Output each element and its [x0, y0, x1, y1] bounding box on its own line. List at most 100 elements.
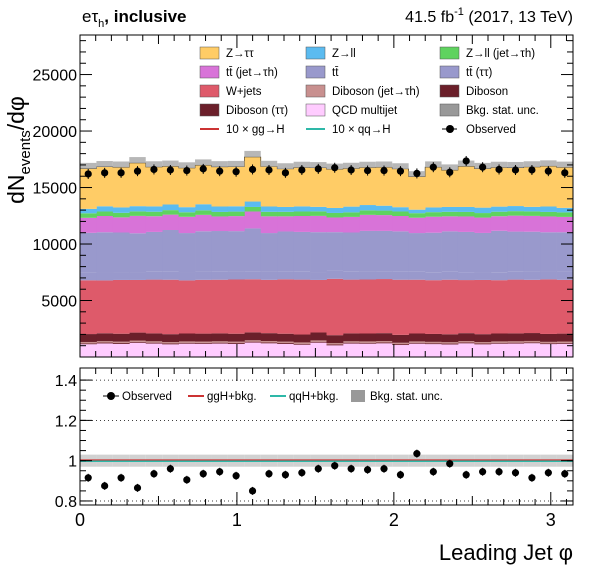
bar-tt [540, 271, 557, 280]
bar-diboson-jet-h [244, 340, 262, 342]
bar-diboson [375, 342, 393, 344]
stat-unc-bin [80, 162, 97, 169]
bar-w-jets [425, 280, 442, 334]
bar-diboson [441, 343, 459, 345]
bar-w-jets [540, 279, 557, 334]
observed-point [248, 165, 257, 174]
bar-diboson [425, 333, 442, 342]
observed-point [183, 166, 191, 175]
bar-tt-jet-h [293, 215, 311, 232]
bar-diboson [408, 333, 426, 342]
legend-label-diboson: Diboson [466, 86, 508, 98]
bar-diboson [441, 334, 459, 343]
bar-z [310, 167, 327, 207]
bar-tt-jet-h [556, 216, 574, 233]
bar-z-ll [178, 207, 196, 213]
bar-diboson [342, 333, 360, 342]
bar-qcd-multijet [195, 343, 212, 357]
bar-diboson [293, 334, 311, 343]
stat-unc-bin [293, 161, 311, 168]
bar-w-jets [80, 280, 97, 335]
bar-diboson-jet-h [293, 342, 311, 344]
bar-z-ll-jet-h [392, 211, 410, 216]
legend-label-z-ll-jet-h: Z→ll (jet→τh) [466, 48, 535, 60]
bar-tt-jet-h [162, 214, 179, 231]
ratio-point [133, 484, 142, 492]
bar-diboson [178, 333, 196, 342]
bar-tt [474, 232, 492, 273]
bar-qcd-multijet [342, 343, 360, 357]
observed-point [117, 169, 125, 177]
bar-diboson [129, 332, 147, 341]
ratio-point [117, 474, 125, 482]
bar-tt [195, 231, 212, 272]
bar-z-ll [227, 206, 245, 212]
bar-z [441, 170, 459, 207]
bar-tt [293, 271, 311, 280]
bar-diboson-jet-h [359, 341, 377, 343]
bar-diboson [310, 341, 327, 343]
stat-unc-bin [145, 161, 163, 167]
bar-z-ll-jet-h [441, 211, 459, 217]
bar-diboson [211, 342, 229, 344]
bar-w-jets [178, 280, 196, 334]
bar-z [523, 166, 541, 207]
legend-swatch [199, 46, 220, 60]
bar-diboson [540, 343, 557, 345]
main-y-ticks: 5000 10000 15000 20000 25000 [33, 40, 573, 347]
ratio-legend-label-ggh-bkg: ggH+bkg. [207, 391, 257, 403]
ratio-point [150, 470, 158, 478]
stat-unc-bin [359, 161, 376, 168]
ratio-y-tick-label: 0.8 [55, 494, 77, 511]
bar-tt [556, 271, 574, 280]
bar-z [408, 176, 426, 210]
bar-z [507, 167, 525, 207]
bar-w-jets [310, 279, 327, 333]
bar-diboson-jet-h [80, 341, 97, 344]
stat-unc-bin [112, 161, 130, 168]
ratio-point [511, 469, 520, 477]
bar-tt [540, 232, 557, 272]
bar-tt [326, 270, 344, 279]
bar-tt-jet-h [195, 214, 212, 232]
ratio-frame [79, 367, 574, 506]
bar-w-jets [227, 279, 245, 334]
bar-z-ll-jet-h [112, 212, 130, 218]
bar-diboson-jet-h [96, 341, 114, 343]
bar-diboson [145, 342, 163, 344]
x-tick-label: 2 [389, 510, 399, 530]
observed-point [314, 165, 322, 173]
bar-diboson-jet-h [277, 341, 295, 343]
bar-tt [112, 272, 130, 280]
bar-tt [293, 231, 311, 272]
ratio-point [298, 469, 306, 477]
legend-swatch [439, 103, 460, 117]
bar-tt [96, 272, 114, 281]
bar-z-ll-jet-h [326, 212, 344, 218]
bar-tt-jet-h [260, 216, 278, 234]
bar-diboson [425, 343, 442, 345]
bar-diboson [195, 333, 212, 342]
bar-diboson [211, 333, 229, 342]
bar-tt [80, 232, 97, 273]
bar-diboson-jet-h [490, 341, 508, 343]
bar-diboson-jet-h [540, 341, 557, 344]
observed-point [363, 166, 372, 175]
bar-z-ll-jet-h [244, 206, 262, 212]
bar-z [359, 167, 377, 206]
bar-z-ll [112, 207, 130, 213]
ratio-point [314, 465, 322, 473]
bar-tt [162, 271, 179, 280]
bar-qcd-multijet [408, 343, 426, 357]
bar-diboson [408, 342, 426, 344]
bar-z-ll [425, 207, 442, 213]
ratio-legend-marker [107, 392, 115, 400]
bar-diboson [392, 344, 410, 346]
bar-tt [96, 232, 114, 273]
bar-tt [392, 271, 410, 280]
bar-qcd-multijet [359, 343, 377, 357]
ratio-legend-label-observed: Observed [122, 391, 172, 403]
bar-tt-jet-h [211, 216, 229, 232]
bar-w-jets [112, 279, 130, 334]
bar-diboson [359, 333, 377, 342]
